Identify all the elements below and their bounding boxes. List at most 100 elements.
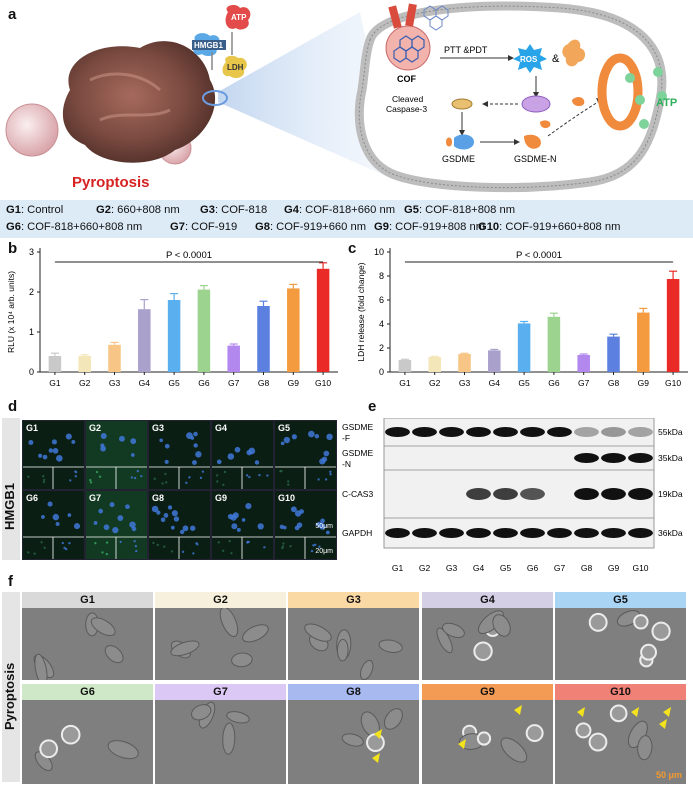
- nucleus-shape: [234, 446, 241, 453]
- bar-g7: [577, 354, 590, 372]
- legend-item: G5: COF-818+808 nm: [404, 204, 516, 216]
- panel-label-e: e: [368, 398, 377, 415]
- ldh-bar-chart: 0 2 4 6 8 10 LDH release (fold change) G1 G2 G3 G4…: [356, 247, 688, 388]
- gsdme-n-shape: [524, 134, 541, 149]
- inset-spot-shape: [310, 549, 314, 553]
- cell-shape: [222, 722, 236, 755]
- blot-band-g1: [385, 528, 410, 538]
- x-tick-label-g7: G7: [228, 378, 240, 388]
- hmgb1-side-label: HMGB1: [2, 483, 17, 530]
- inset-spot-shape: [136, 469, 140, 473]
- nucleus-shape: [100, 432, 107, 440]
- nucleus-shape: [42, 454, 48, 460]
- x-tick-label-g2: G2: [79, 378, 91, 388]
- micrograph-g5: G5: [274, 420, 337, 490]
- inset-spot-shape: [199, 476, 203, 480]
- hmgb1-label-bg: [192, 40, 226, 50]
- inset-spot-shape: [185, 481, 188, 485]
- brightfield-tile-header: G9: [422, 684, 553, 700]
- inset-spot-shape: [98, 475, 102, 478]
- inset-spot-shape: [287, 480, 290, 483]
- inset-spot-shape: [192, 552, 195, 555]
- bar-g5: [167, 300, 181, 372]
- y-tick-label: 1: [29, 327, 34, 337]
- inset-spot-shape: [248, 475, 251, 479]
- nucleus-shape: [232, 512, 239, 519]
- bar-g7: [227, 345, 240, 372]
- blot-band-g7: [547, 528, 572, 538]
- inset-spot-shape: [153, 477, 156, 481]
- atp-top-label: ATP: [231, 13, 247, 22]
- micrograph-g3: G3: [148, 420, 211, 490]
- nucleus-shape: [100, 443, 105, 448]
- tumor-mass-shape: [62, 41, 216, 163]
- blot-band-g7: [547, 427, 572, 437]
- bar-g2: [428, 357, 441, 372]
- brightfield-tile-header: G6: [22, 684, 153, 700]
- inset-spot-shape: [33, 552, 36, 555]
- inset-spot-shape: [188, 476, 191, 479]
- x-tick-label-g3: G3: [109, 378, 121, 388]
- blot-lane-label-g6: G6: [527, 563, 539, 573]
- blot-lane-label-g4: G4: [473, 563, 485, 573]
- atp-right-label: ATP: [656, 97, 677, 109]
- x-tick-label-g5: G5: [518, 378, 530, 388]
- inset-spot-shape: [94, 541, 97, 545]
- panel-label-c: c: [348, 240, 357, 257]
- brightfield-tile-header: G5: [555, 592, 686, 608]
- brightfield-tile-header: G10: [555, 684, 686, 700]
- blot-band-g10: [628, 427, 653, 437]
- cell-shape: [107, 740, 139, 760]
- inset-spot-shape: [68, 541, 71, 545]
- caspase-shape: [451, 98, 473, 110]
- nucleus-shape: [67, 513, 72, 517]
- micrograph-g9: G9: [211, 490, 274, 560]
- nucleus-shape: [231, 523, 238, 530]
- x-tick-label-g2: G2: [429, 378, 441, 388]
- rounded-cell-shape: [609, 704, 628, 723]
- inset-spot-shape: [42, 480, 46, 484]
- micrograph-g10: G10 50μm 20μm: [274, 490, 337, 560]
- inset-spot-shape: [133, 539, 136, 543]
- x-tick-label-g6: G6: [198, 378, 210, 388]
- panel-label-f: f: [8, 573, 13, 590]
- brightfield-tile-g4: G4: [422, 592, 553, 680]
- micrograph-image: [275, 506, 336, 559]
- bar-g3: [108, 344, 121, 372]
- brightfield-tile-g10: G10 50 μm: [555, 684, 686, 784]
- inset-spot-shape: [287, 483, 290, 486]
- blot-lane-label-g2: G2: [419, 563, 431, 573]
- scale-bar-label-large: 50μm: [315, 523, 333, 530]
- inset-spot-shape: [41, 474, 45, 478]
- legend-item: G9: COF-919+808 nm: [374, 221, 486, 233]
- micrograph-image: [275, 430, 336, 489]
- micrograph-g7: G7: [85, 490, 148, 560]
- blot-band-g5: [493, 427, 518, 437]
- cell-shape: [637, 735, 653, 761]
- inset-spot-shape: [263, 546, 266, 549]
- y-tick-label: 0: [379, 367, 384, 377]
- micrograph-label: G1: [26, 423, 39, 433]
- cell-shape: [90, 617, 116, 637]
- cell-shape: [34, 653, 48, 680]
- blot-kda-label: 35kDa: [658, 453, 683, 463]
- blot-lane-label-g3: G3: [446, 563, 458, 573]
- inset-spot-shape: [105, 552, 109, 556]
- y-tick-label: 6: [379, 295, 384, 305]
- micrograph-label: G2: [89, 423, 102, 433]
- inset-spot-shape: [266, 474, 269, 477]
- inset-spot-shape: [215, 474, 219, 477]
- nucleus-shape: [117, 515, 124, 521]
- inset-spot-shape: [282, 542, 285, 545]
- nucleus-shape: [173, 516, 180, 522]
- nucleus-shape: [151, 505, 159, 513]
- micrograph-label: G8: [152, 493, 165, 503]
- blot-lane-label-g1: G1: [392, 563, 404, 573]
- legend-item: G4: COF-818+660 nm: [284, 204, 396, 216]
- legend-item: G1: Control: [6, 204, 64, 216]
- nucleus-shape: [52, 447, 59, 454]
- cell-shape: [441, 622, 465, 639]
- ptt-pdt-label: PTT &PDT: [444, 45, 488, 55]
- nucleus-shape: [55, 521, 60, 526]
- brightfield-tile-header: G8: [288, 684, 419, 700]
